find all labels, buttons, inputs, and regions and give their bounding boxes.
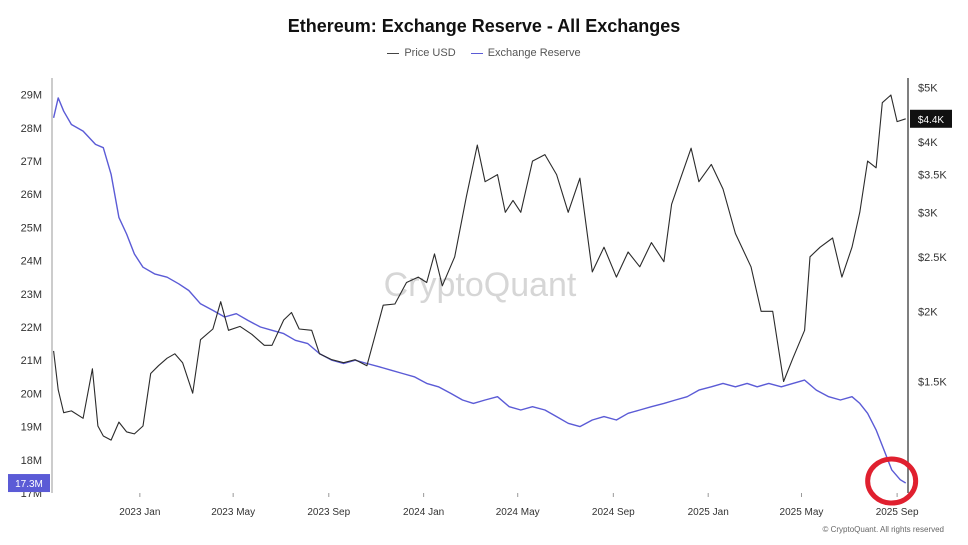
- legend-label-reserve: Exchange Reserve: [487, 47, 581, 59]
- right-axis-tick-label: $5K: [918, 83, 938, 95]
- right-axis-tick-label: $1.5K: [918, 376, 947, 388]
- left-axis-tick-label: 26M: [21, 189, 42, 201]
- left-axis-tick-label: 21M: [21, 355, 42, 367]
- chart-title: Ethereum: Exchange Reserve - All Exchang…: [287, 16, 681, 36]
- left-axis-tick-label: 19M: [21, 422, 42, 434]
- series-line-price-usd: [53, 94, 906, 441]
- x-axis-tick-label: 2024 Jan: [403, 507, 444, 518]
- legend-swatch-reserve: [470, 52, 483, 54]
- left-axis-tick-label: 20M: [21, 388, 42, 400]
- legend-item-reserve[interactable]: Exchange Reserve: [470, 47, 581, 59]
- watermark-logo: CryptoQuant: [384, 266, 577, 304]
- x-axis-tick-label: 2024 May: [496, 507, 540, 518]
- x-axis-tick-label: 2024 Sep: [592, 507, 635, 518]
- left-axis-tick-label: 27M: [21, 156, 42, 168]
- x-axis-tick-label: 2025 Sep: [876, 507, 919, 518]
- left-axis-tick-label: 29M: [21, 90, 42, 102]
- x-axis-tick-label: 2023 Jan: [119, 507, 160, 518]
- legend-label-price: Price USD: [404, 47, 456, 59]
- right-axis-tick-label: $3K: [918, 207, 938, 219]
- right-axis-tick-label: $4K: [918, 137, 938, 149]
- copyright-notice: © CryptoQuant. All rights reserved: [822, 525, 945, 534]
- highlight-circle: [865, 456, 919, 506]
- x-axis-tick-label: 2025 Jan: [688, 507, 729, 518]
- price-current-label: $4.4K: [918, 115, 944, 126]
- x-axis-tick-label: 2023 Sep: [307, 507, 350, 518]
- left-axis-tick-label: 22M: [21, 322, 42, 334]
- left-axis-tick-label: 25M: [21, 222, 42, 234]
- right-axis-tick-label: $2.5K: [918, 252, 947, 264]
- legend: Price USD Exchange Reserve: [0, 47, 968, 59]
- x-axis-tick-label: 2025 May: [780, 507, 824, 518]
- left-axis-tick-label: 24M: [21, 256, 42, 268]
- price-current-badge: [910, 109, 952, 128]
- series-line-exchange-reserve: [52, 97, 907, 484]
- right-axis-tick-label: $2K: [918, 306, 938, 318]
- right-axis-tick-label: $3.5K: [918, 170, 947, 182]
- legend-swatch-price: [387, 52, 400, 54]
- left-axis-tick-label: 23M: [21, 289, 42, 301]
- left-axis-tick-label: 18M: [21, 455, 42, 467]
- legend-item-price[interactable]: Price USD: [387, 47, 456, 59]
- x-axis-tick-label: 2023 May: [211, 507, 255, 518]
- reserve-current-badge: [8, 474, 50, 493]
- reserve-current-label: 17.3M: [15, 479, 43, 490]
- left-axis-tick-label: 28M: [21, 123, 42, 135]
